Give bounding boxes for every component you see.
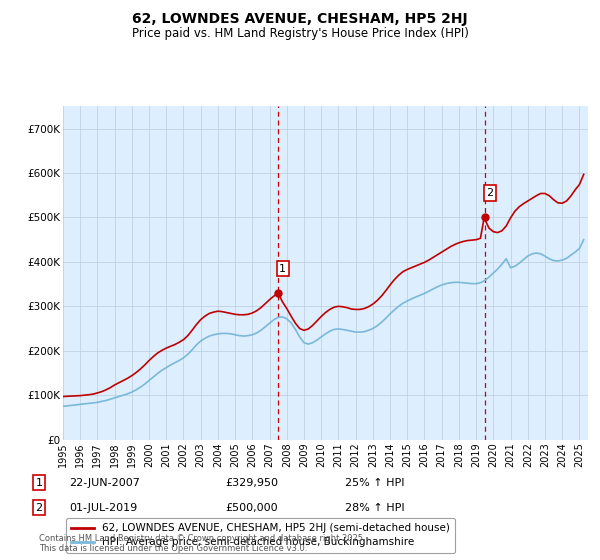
Text: 28% ↑ HPI: 28% ↑ HPI <box>345 503 404 513</box>
Text: Price paid vs. HM Land Registry's House Price Index (HPI): Price paid vs. HM Land Registry's House … <box>131 27 469 40</box>
Text: 22-JUN-2007: 22-JUN-2007 <box>69 478 140 488</box>
Text: 01-JUL-2019: 01-JUL-2019 <box>69 503 137 513</box>
Text: 2: 2 <box>487 188 493 198</box>
Text: 1: 1 <box>280 264 286 274</box>
Text: £329,950: £329,950 <box>225 478 278 488</box>
Legend: 62, LOWNDES AVENUE, CHESHAM, HP5 2HJ (semi-detached house), HPI: Average price, : 62, LOWNDES AVENUE, CHESHAM, HP5 2HJ (se… <box>65 518 455 553</box>
Text: Contains HM Land Registry data © Crown copyright and database right 2025.
This d: Contains HM Land Registry data © Crown c… <box>39 534 365 553</box>
Text: 62, LOWNDES AVENUE, CHESHAM, HP5 2HJ: 62, LOWNDES AVENUE, CHESHAM, HP5 2HJ <box>132 12 468 26</box>
Text: 1: 1 <box>35 478 43 488</box>
Text: £500,000: £500,000 <box>225 503 278 513</box>
Text: 25% ↑ HPI: 25% ↑ HPI <box>345 478 404 488</box>
Text: 2: 2 <box>35 503 43 513</box>
